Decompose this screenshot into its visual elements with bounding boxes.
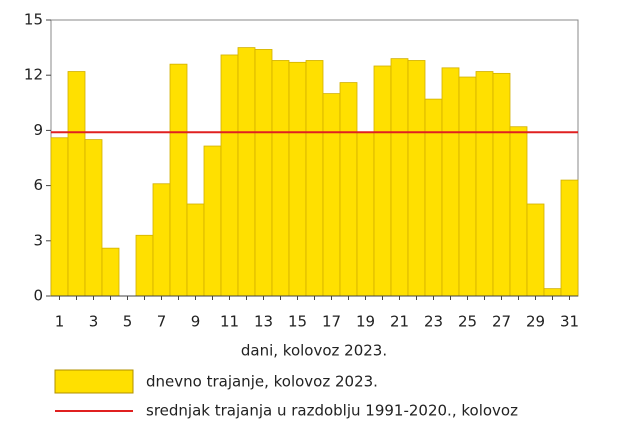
bar (220, 54, 239, 297)
bar (237, 47, 256, 297)
x-tick-label: 29 (526, 313, 545, 331)
bar (526, 203, 545, 297)
x-tick-label: 3 (89, 313, 99, 331)
x-tick-label: 17 (322, 313, 341, 331)
x-tick-label: 13 (254, 313, 273, 331)
bar (424, 98, 443, 297)
x-tick-label: 23 (424, 313, 443, 331)
y-tick-label: 9 (33, 121, 43, 139)
y-tick-label: 12 (24, 66, 43, 84)
bar (560, 179, 579, 297)
bar (50, 137, 69, 297)
x-tick-label: 25 (458, 313, 477, 331)
bar (152, 183, 171, 297)
bar (203, 145, 222, 297)
y-tick-label: 6 (33, 176, 43, 194)
bar (271, 60, 290, 297)
bar (84, 139, 103, 297)
x-tick-label: 7 (157, 313, 167, 331)
bar (509, 126, 528, 297)
bar (322, 93, 341, 297)
x-tick-label: 1 (55, 313, 65, 331)
bar (339, 82, 358, 297)
bar (356, 131, 375, 297)
x-tick-label: 11 (220, 313, 239, 331)
x-tick-label: 19 (356, 313, 375, 331)
bar (390, 58, 409, 297)
bar (407, 60, 426, 297)
bar (101, 247, 120, 297)
x-tick-label: 31 (560, 313, 579, 331)
bar (169, 63, 188, 297)
legend-swatch (54, 369, 134, 394)
x-tick-label: 5 (123, 313, 133, 331)
bar (305, 60, 324, 297)
bar (67, 71, 86, 297)
y-tick-label: 15 (24, 11, 43, 29)
bar (186, 203, 205, 297)
bar (254, 49, 273, 297)
x-axis-title: dani, kolovoz 2023. (241, 342, 387, 360)
bar (543, 288, 562, 297)
y-tick-label: 0 (33, 287, 43, 305)
x-tick-label: 21 (390, 313, 409, 331)
y-tick-label: 3 (33, 231, 43, 249)
legend-label: dnevno trajanje, kolovoz 2023. (146, 373, 378, 391)
bar (373, 65, 392, 297)
x-tick-label: 15 (288, 313, 307, 331)
bar (492, 72, 511, 297)
bar (475, 71, 494, 297)
legend-label: srednjak trajanja u razdoblju 1991-2020.… (146, 402, 518, 420)
x-tick-label: 27 (492, 313, 511, 331)
bar (458, 76, 477, 297)
bar (288, 61, 307, 297)
bar (135, 234, 154, 297)
bar (441, 67, 460, 297)
x-tick-label: 9 (191, 313, 201, 331)
